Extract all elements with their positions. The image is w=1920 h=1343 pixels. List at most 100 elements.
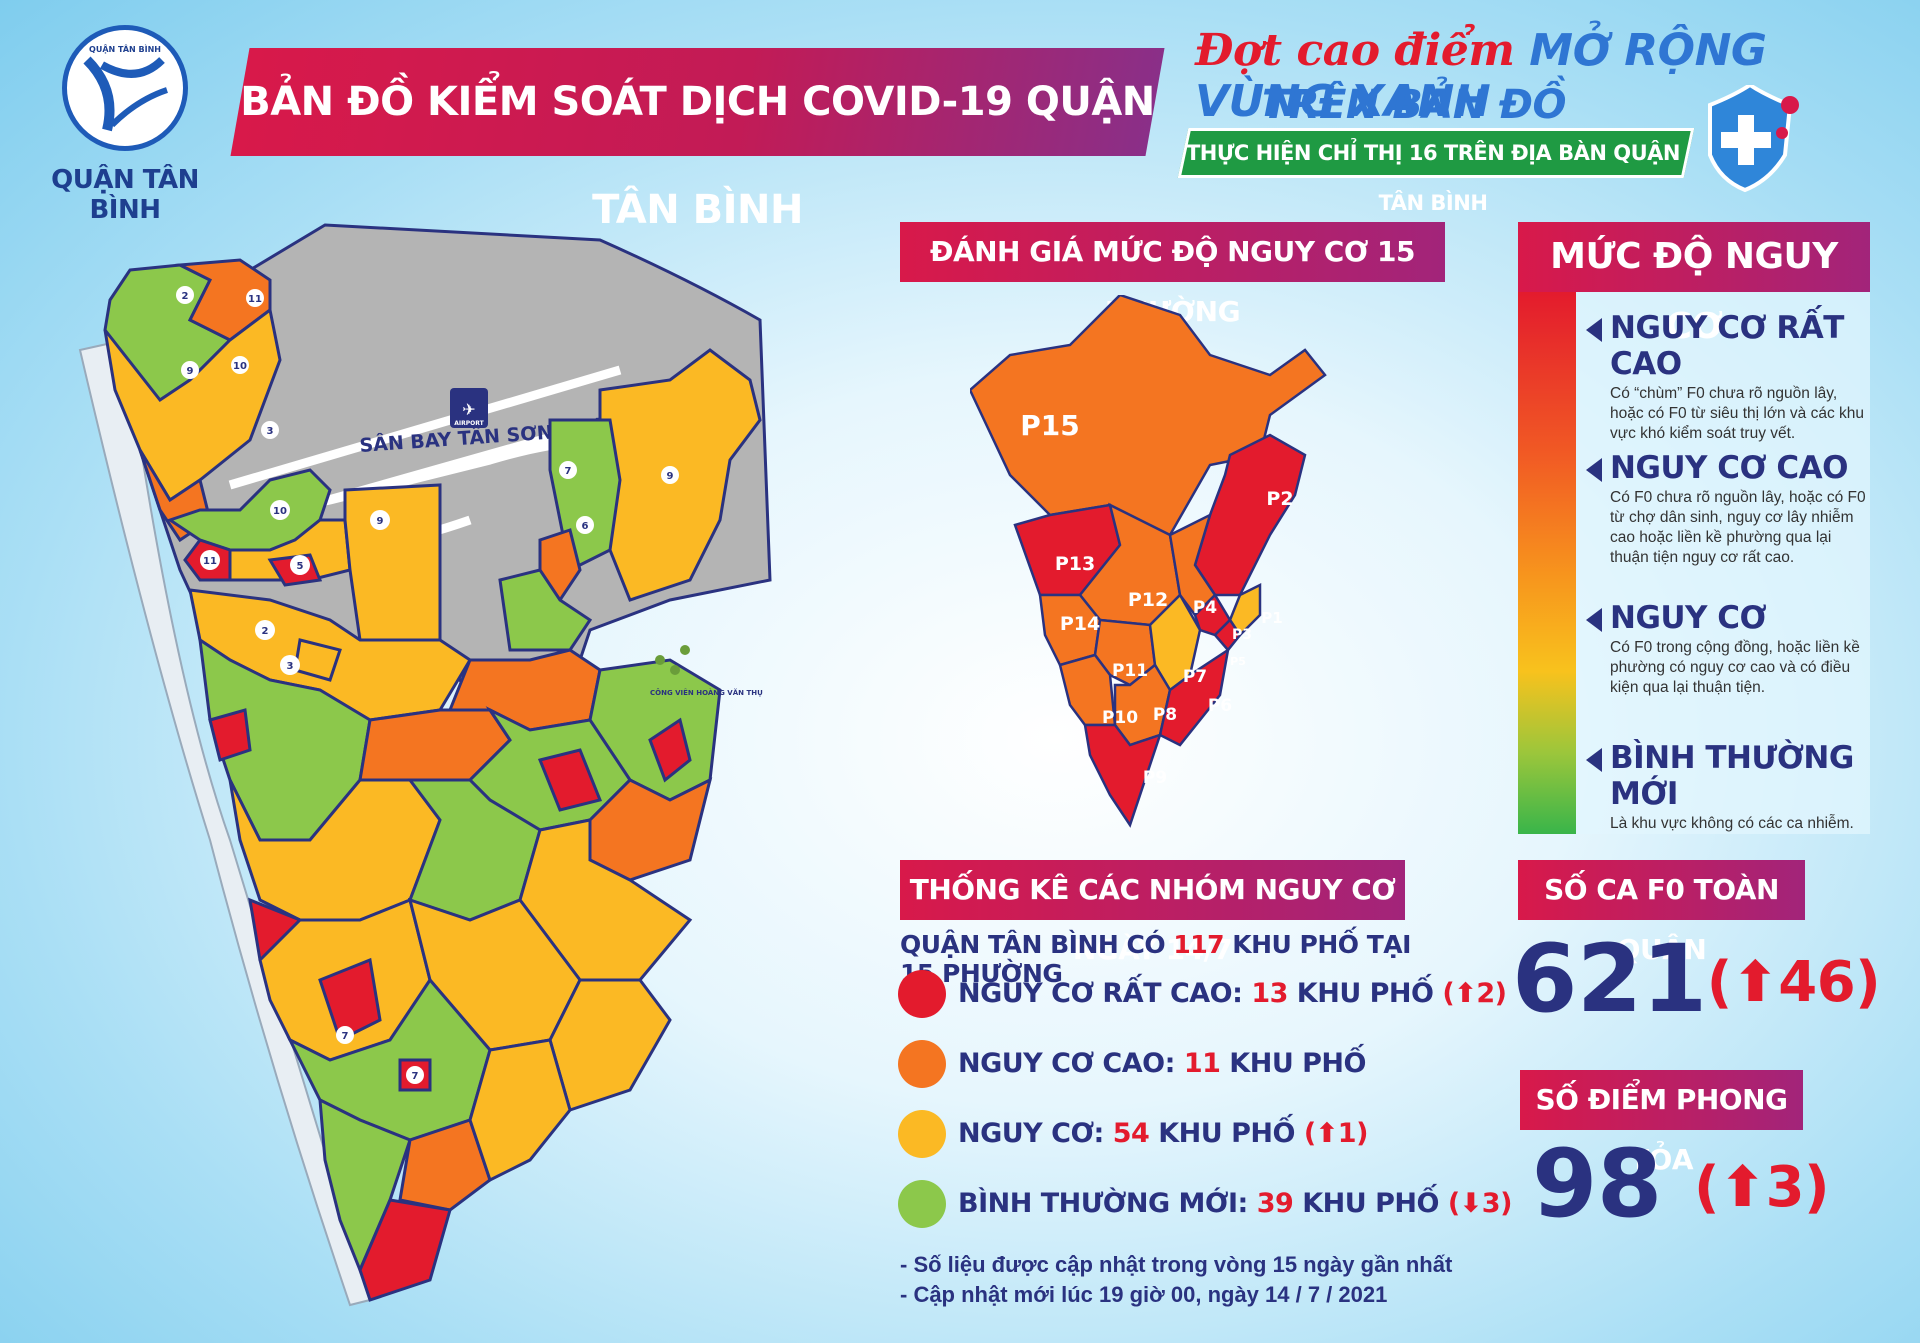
- svg-text:7: 7: [412, 1071, 419, 1082]
- neighborhood: [343, 483, 442, 642]
- stat-change: (⬆1): [1303, 1118, 1369, 1149]
- ward-label: P7: [1183, 667, 1207, 687]
- campaign-red-text: Đợt cao điểm: [1195, 25, 1515, 76]
- neighborhood: [468, 1038, 572, 1183]
- svg-text:9: 9: [667, 471, 674, 482]
- legend-item-desc: Có F0 chưa rõ nguồn lây, hoặc có F0 từ c…: [1610, 489, 1866, 566]
- stats-total-suffix: KHU PHỐ TẠI 15 PHƯỜNG: [900, 930, 1411, 988]
- ward-label: P12: [1128, 589, 1168, 611]
- stats-total-prefix: QUẬN TÂN BÌNH CÓ: [900, 930, 1166, 959]
- ward-labels: P15 P2 P13 P12 P4 P1 P14 P3 P5 P11 P7 P1…: [1020, 409, 1293, 788]
- page-title: BẢN ĐỒ KIỂM SOÁT DỊCH COVID-19 QUẬN TÂN …: [240, 79, 1155, 233]
- airport-badge: [450, 388, 488, 428]
- svg-text:6: 6: [582, 521, 589, 532]
- map-road-strip: [78, 338, 372, 1307]
- svg-text:11: 11: [248, 294, 262, 305]
- update-note-1: - Số liệu được cập nhật trong vòng 15 ng…: [900, 1252, 1453, 1277]
- legend-item-desc: Có F0 trong cộng đồng, hoặc liền kề phườ…: [1610, 639, 1860, 696]
- neighborhood: [648, 717, 692, 783]
- shield-virus-icon: [1708, 85, 1799, 193]
- legend-item-title: BÌNH THƯỜNG MỚI: [1586, 740, 1866, 812]
- legend-item-title: NGUY CƠ CAO: [1586, 450, 1866, 486]
- ward-label: P1: [1261, 609, 1282, 627]
- svg-text:5: 5: [297, 561, 304, 572]
- stat-unit: KHU PHỐ: [1229, 1048, 1366, 1079]
- svg-text:9: 9: [187, 366, 194, 377]
- neighborhood-markers: 2 11 9 10 3 9 10 11 5 3 2 9 6 7 7 7: [176, 286, 679, 1084]
- legend-gradient-bar: [1518, 292, 1576, 834]
- f0-change: (⬆46): [1706, 950, 1881, 1015]
- stats-total-count: 117: [1173, 930, 1225, 959]
- ward-p1: [1228, 582, 1262, 637]
- svg-text:11: 11: [203, 556, 217, 567]
- legend-item-high: NGUY CƠ CAO Có F0 chưa rõ nguồn lây, hoặ…: [1586, 450, 1866, 568]
- neighborhood: [318, 957, 382, 1043]
- neighborhood: [498, 568, 593, 652]
- stat-unit: KHU PHỐ: [1158, 1118, 1295, 1149]
- airplane-icon: ✈: [462, 400, 475, 419]
- ward-label: P11: [1112, 661, 1148, 681]
- stat-label: NGUY CƠ RẤT CAO:: [958, 978, 1243, 1009]
- risk-legend: MỨC ĐỘ NGUY CƠ NGUY CƠ RẤT CAO Có “chùm”…: [1518, 222, 1870, 834]
- campaign-line-1: Đợt cao điểm MỞ RỘNG VÙNG XANH: [1195, 25, 1865, 127]
- stats-header: THỐNG KÊ CÁC NHÓM NGUY CƠ NGÀY 14/7: [900, 860, 1405, 966]
- park-area: CÔNG VIÊN HOÀNG VĂN THỤ: [650, 645, 763, 697]
- neighborhood: [358, 1198, 452, 1302]
- ward-label: P3: [1232, 627, 1252, 643]
- ward-label: P6: [1208, 696, 1232, 716]
- ward-label: P9: [1143, 768, 1167, 788]
- legend-item-desc: Có “chùm” F0 chưa rõ nguồn lây, hoặc có …: [1610, 385, 1865, 442]
- stat-change: (⬇3): [1447, 1188, 1513, 1219]
- ward-assessment-header: ĐÁNH GIÁ MỨC ĐỘ NGUY CƠ 15 PHƯỜNG: [900, 222, 1445, 328]
- stat-dot: [898, 1040, 946, 1088]
- ward-p9: [1083, 723, 1162, 828]
- stat-row-high: NGUY CƠ CAO: 11 KHU PHỐ: [898, 1040, 1458, 1092]
- stat-label: NGUY CƠ CAO:: [958, 1048, 1175, 1079]
- ward-label: P4: [1193, 598, 1217, 618]
- svg-text:10: 10: [233, 361, 247, 372]
- f0-value: 621: [1512, 925, 1707, 1034]
- logo-ring-text: QUẬN TÂN BÌNH: [89, 43, 161, 54]
- ward-label: P14: [1060, 613, 1100, 635]
- svg-text:7: 7: [342, 1031, 349, 1042]
- stat-dot: [898, 970, 946, 1018]
- legend-item-title: NGUY CƠ: [1586, 600, 1866, 636]
- ward-label: P15: [1020, 409, 1080, 442]
- ward-label: P13: [1055, 553, 1095, 575]
- f0-header: SỐ CA F0 TOÀN QUẬN: [1518, 860, 1805, 966]
- legend-item-risk: NGUY CƠ Có F0 trong cộng đồng, hoặc liền…: [1586, 600, 1866, 698]
- svg-text:7: 7: [565, 466, 572, 477]
- stat-count: 54: [1112, 1118, 1150, 1149]
- district-map: ✈ AIRPORT SÂN BAY TÂN SƠN NHẤT: [78, 223, 772, 1307]
- stat-row-very-high: NGUY CƠ RẤT CAO: 13 KHU PHỐ (⬆2): [898, 970, 1507, 1022]
- neighborhood: [398, 1118, 492, 1212]
- update-note-2: - Cập nhật mới lúc 19 giờ 00, ngày 14 / …: [900, 1282, 1388, 1307]
- legend-header: MỨC ĐỘ NGUY CƠ: [1518, 222, 1870, 347]
- legend-item-title: NGUY CƠ RẤT CAO: [1586, 310, 1866, 382]
- logo-swoosh-icon: QUẬN TÂN BÌNH: [83, 43, 168, 132]
- stat-count: 13: [1251, 978, 1288, 1009]
- stat-count: 39: [1256, 1188, 1294, 1219]
- stat-count: 11: [1183, 1048, 1221, 1079]
- svg-text:2: 2: [262, 626, 269, 637]
- lockdown-count: 98 (⬆3): [1532, 1130, 1832, 1239]
- lockdown-header: SỐ ĐIỂM PHONG TỎA: [1520, 1070, 1803, 1176]
- stat-row-normal: BÌNH THƯỜNG MỚI: 39 KHU PHỐ (⬇3): [898, 1180, 1512, 1232]
- campaign-blue-text: MỞ RỘNG VÙNG XANH: [1195, 25, 1767, 127]
- map-neighborhoods: [103, 258, 762, 1302]
- park-label: CÔNG VIÊN HOÀNG VĂN THỤ: [650, 688, 763, 697]
- stat-text: BÌNH THƯỜNG MỚI: 39 KHU PHỐ (⬇3): [958, 1188, 1512, 1219]
- ward-label: P2: [1266, 488, 1293, 510]
- svg-text:10: 10: [273, 506, 287, 517]
- legend-item-normal: BÌNH THƯỜNG MỚI Là khu vực không có các …: [1586, 740, 1866, 834]
- stat-label: NGUY CƠ:: [958, 1118, 1104, 1149]
- stat-row-risk: NGUY CƠ: 54 KHU PHỐ (⬆1): [898, 1110, 1458, 1162]
- ward-p5: [1213, 618, 1242, 652]
- svg-text:2: 2: [182, 291, 189, 302]
- legend-item-desc: Là khu vực không có các ca nhiễm.: [1610, 815, 1854, 832]
- ward-label: P5: [1230, 655, 1246, 668]
- stat-unit: KHU PHỐ: [1302, 1188, 1439, 1219]
- lockdown-value: 98: [1532, 1130, 1662, 1239]
- stat-text: NGUY CƠ RẤT CAO: 13 KHU PHỐ (⬆2): [958, 978, 1507, 1009]
- svg-text:3: 3: [267, 426, 274, 437]
